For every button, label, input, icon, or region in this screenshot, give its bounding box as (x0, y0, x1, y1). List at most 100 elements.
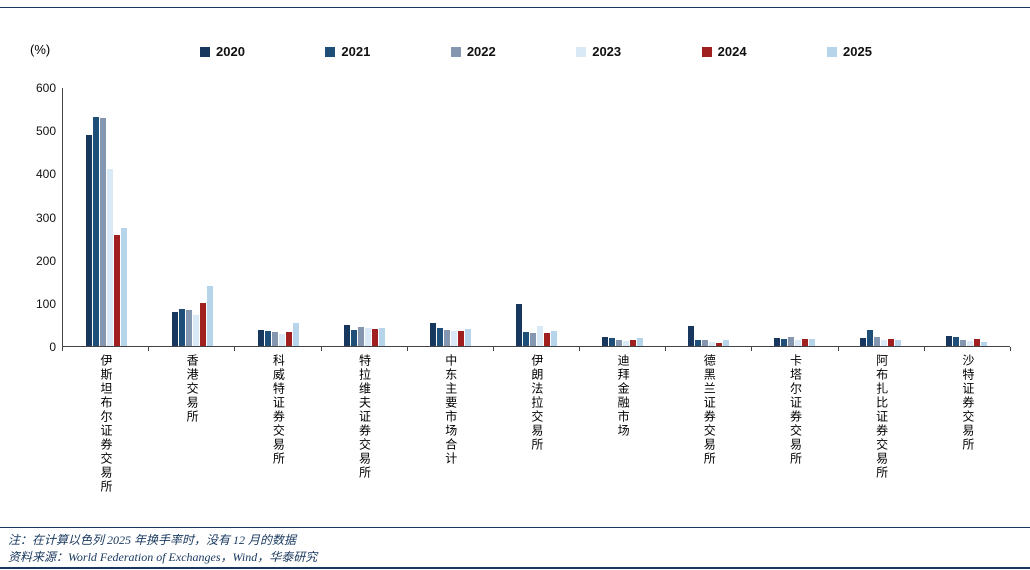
legend-label: 2021 (341, 44, 371, 59)
bar-2023 (450, 330, 457, 346)
bar-2024 (113, 235, 120, 346)
bar-2022 (185, 310, 192, 346)
bar-2024 (974, 338, 981, 346)
bar-2025 (292, 322, 299, 346)
bar-2025 (378, 327, 385, 346)
bar-2021 (264, 330, 271, 346)
y-tick-label: 400 (35, 167, 56, 182)
bar-2025 (120, 227, 127, 346)
bar-2020 (946, 336, 953, 346)
bar-2021 (867, 329, 874, 346)
bar-group (321, 88, 407, 346)
bar-group (235, 88, 321, 346)
y-tick-label: 100 (35, 296, 56, 311)
category-label: 中东主要市场合计 (407, 354, 493, 494)
bar-2020 (429, 323, 436, 346)
legend-label: 2020 (216, 44, 245, 59)
bar-group (666, 88, 752, 346)
category-label: 伊朗法拉交易所 (493, 354, 579, 494)
footnote-source: 资料来源：World Federation of Exchanges，Wind，… (8, 550, 318, 564)
bar-group (407, 88, 493, 346)
plot-area (62, 88, 1010, 347)
bar-2020 (516, 304, 523, 346)
bar-2023 (795, 339, 802, 346)
x-tick (751, 347, 753, 351)
bottom-divider (0, 567, 1030, 569)
bar-2024 (630, 339, 637, 346)
bar-2025 (637, 337, 644, 346)
legend-swatch-icon (200, 46, 210, 57)
category-label: 卡塔尔证券交易所 (752, 354, 838, 494)
category-label-text: 特拉维夫证券交易所 (357, 354, 372, 480)
bar-2021 (953, 337, 960, 346)
category-label: 科威特证券交易所 (234, 354, 320, 494)
legend-item-2023: 2023 (576, 44, 621, 59)
x-ticks (62, 347, 1011, 351)
bar-2023 (364, 327, 371, 346)
category-label-text: 科威特证券交易所 (271, 354, 286, 466)
bar-2022 (874, 337, 881, 346)
x-tick (837, 347, 839, 351)
category-label: 阿布扎比证券交易所 (838, 354, 924, 494)
bar-group (924, 88, 1010, 346)
bar-group (493, 88, 579, 346)
y-tick-label: 600 (35, 81, 56, 95)
x-tick (1010, 347, 1011, 351)
bar-2021 (92, 116, 99, 346)
bar-2024 (716, 342, 723, 346)
bar-2025 (723, 340, 730, 346)
bar-2025 (464, 329, 471, 346)
category-label-text: 迪拜金融市场 (616, 354, 631, 438)
bar-2025 (551, 330, 558, 346)
y-tick-label: 0 (49, 340, 56, 354)
category-label-text: 卡塔尔证券交易所 (788, 354, 803, 466)
bar-2020 (85, 135, 92, 346)
bar-2021 (695, 339, 702, 346)
footnote-calculation: 注：在计算以色列 2025 年换手率时，没有 12 月的数据 (8, 533, 297, 547)
bar-2022 (530, 333, 537, 346)
bar-2023 (106, 168, 113, 346)
bar-2021 (781, 338, 788, 346)
bar-2023 (537, 326, 544, 346)
x-tick (62, 347, 63, 351)
category-label-text: 德黑兰证券交易所 (702, 354, 717, 466)
x-tick (665, 347, 667, 351)
bar-2023 (967, 340, 974, 346)
bar-2024 (802, 339, 809, 346)
legend-item-2025: 2025 (827, 44, 872, 59)
y-tick-label: 500 (35, 124, 56, 139)
bar-2022 (788, 337, 795, 346)
category-label: 迪拜金融市场 (579, 354, 665, 494)
category-label: 伊斯坦布尔证券交易所 (62, 354, 148, 494)
bar-2022 (616, 340, 623, 346)
category-label: 特拉维夫证券交易所 (321, 354, 407, 494)
bar-group (63, 88, 149, 346)
legend-label: 2023 (592, 44, 622, 59)
legend-item-2020: 2020 (200, 44, 245, 59)
bar-2023 (192, 315, 199, 346)
bar-2020 (343, 325, 350, 346)
bar-2024 (544, 332, 551, 346)
category-label-text: 伊朗法拉交易所 (529, 354, 544, 452)
legend-label: 2024 (717, 44, 747, 59)
legend-swatch-icon (450, 46, 461, 57)
bar-2022 (271, 332, 278, 346)
x-tick (148, 347, 150, 351)
bar-2025 (809, 338, 816, 346)
category-label-text: 阿布扎比证券交易所 (874, 354, 889, 480)
legend-label: 2022 (466, 44, 496, 59)
x-tick (492, 347, 494, 351)
bar-group (838, 88, 924, 346)
category-label-text: 伊斯坦布尔证券交易所 (98, 354, 113, 494)
legend: 2020 2021 2022 2023 2024 2025 (200, 44, 872, 59)
x-tick (923, 347, 925, 351)
y-axis-unit-label: (%) (30, 42, 51, 57)
bar-2024 (457, 330, 464, 346)
bar-2021 (350, 329, 357, 346)
bar-2023 (278, 333, 285, 346)
bar-2020 (860, 338, 867, 346)
legend-swatch-icon (576, 46, 587, 57)
bar-2021 (178, 309, 185, 346)
bar-2020 (257, 330, 264, 346)
